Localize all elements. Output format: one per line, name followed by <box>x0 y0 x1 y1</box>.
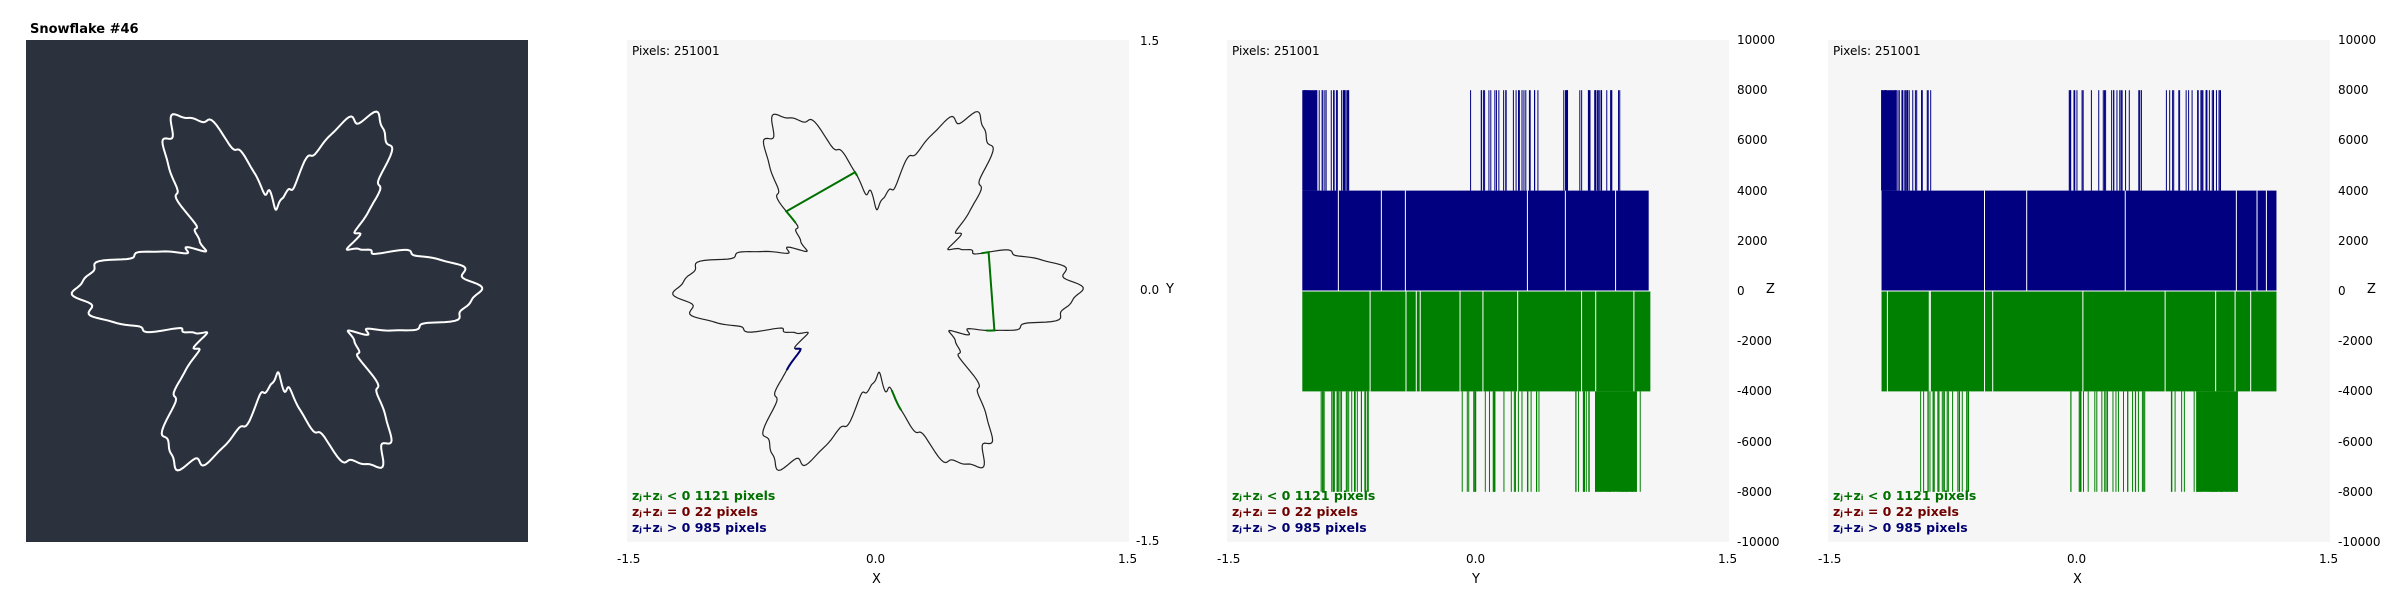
x-tick-max: 1.5 <box>1118 552 1138 566</box>
upper-spike-block <box>1881 90 1897 191</box>
legend-negative: zⱼ+zᵢ < 0 1121 pixels <box>1232 488 1376 503</box>
z-tick-label: 8000 <box>1737 83 1768 98</box>
y-tick-max: 1.5 <box>1140 34 1160 48</box>
pixels-count-label: Pixels: 251001 <box>1232 44 1320 58</box>
colored-arc-0 <box>981 250 996 332</box>
x-tick-min: -1.5 <box>1818 552 1842 566</box>
z-tick-label: 6000 <box>1737 133 1768 148</box>
z-tick-label: -2000 <box>1737 334 1772 349</box>
z-tick-label: 2000 <box>1737 233 1768 248</box>
z-tick-label: 4000 <box>1737 183 1768 198</box>
legend-zero: zⱼ+zᵢ = 0 22 pixels <box>1833 504 1959 519</box>
xy-plot <box>672 110 1084 472</box>
x-axis-label: Y <box>1472 572 1480 587</box>
z-tick-label: 0 <box>1737 284 1745 298</box>
snowflake-image <box>70 110 484 472</box>
z-axis-label: Z <box>2367 282 2376 297</box>
positive-band <box>1881 190 2277 291</box>
xz-plot-panel: Pixels: 251001 zⱼ+zᵢ < 0 1121 pixels zⱼ+… <box>1828 40 2330 542</box>
x-axis-label: X <box>872 572 881 587</box>
snowflake-image-panel <box>26 40 528 542</box>
legend-negative: zⱼ+zᵢ < 0 1121 pixels <box>632 488 776 503</box>
legend-positive: zⱼ+zᵢ > 0 985 pixels <box>1232 520 1367 535</box>
legend-zero: zⱼ+zᵢ = 0 22 pixels <box>1232 504 1358 519</box>
z-tick-label: 2000 <box>2338 233 2369 248</box>
z-tick-label: 0 <box>2338 284 2346 298</box>
legend-positive: zⱼ+zᵢ > 0 985 pixels <box>632 520 767 535</box>
colored-arc-4 <box>890 389 902 411</box>
z-tick-label: -8000 <box>1737 484 1772 499</box>
z-axis-label: Z <box>1766 282 1775 297</box>
z-tick-label: -10000 <box>2338 535 2381 549</box>
x-tick-mid: 0.0 <box>1466 552 1486 566</box>
yz-plot <box>1302 90 1651 492</box>
z-tick-label: -10000 <box>1737 535 1780 549</box>
y-tick-mid: 0.0 <box>1140 283 1160 297</box>
z-tick-label: 10000 <box>1737 33 1776 47</box>
colored-arc-3 <box>785 347 802 371</box>
x-tick-max: 1.5 <box>2319 552 2339 566</box>
x-tick-mid: 0.0 <box>866 552 886 566</box>
lower-spike-block <box>1595 391 1637 492</box>
figure-title: Snowflake #46 <box>30 22 139 37</box>
snowflake-outline-xy <box>672 110 1084 472</box>
z-tick-label: -8000 <box>2338 484 2373 499</box>
x-axis-label: X <box>2073 572 2082 587</box>
positive-band <box>1302 190 1649 291</box>
z-tick-label: -4000 <box>2338 384 2373 399</box>
z-tick-label: 10000 <box>2338 33 2377 47</box>
x-tick-mid: 0.0 <box>2067 552 2087 566</box>
xy-plot-panel: Pixels: 251001 zⱼ+zᵢ < 0 1121 pixels zⱼ+… <box>627 40 1129 542</box>
upper-spike-block <box>1302 90 1318 191</box>
x-tick-max: 1.5 <box>1718 552 1738 566</box>
negative-band <box>1302 291 1651 392</box>
pixels-count-label: Pixels: 251001 <box>632 44 720 58</box>
legend-negative: zⱼ+zᵢ < 0 1121 pixels <box>1833 488 1977 503</box>
z-tick-label: -6000 <box>2338 434 2373 449</box>
legend-positive: zⱼ+zᵢ > 0 985 pixels <box>1833 520 1968 535</box>
y-axis-label: Y <box>1166 282 1174 297</box>
z-tick-label: 4000 <box>2338 183 2369 198</box>
legend-zero: zⱼ+zᵢ = 0 22 pixels <box>632 504 758 519</box>
snowflake-outline <box>70 110 484 472</box>
lower-spike-block <box>2196 391 2238 492</box>
xz-plot <box>1881 90 2277 492</box>
negative-band <box>1881 291 2277 392</box>
z-tick-label: -4000 <box>1737 384 1772 399</box>
colored-arc-1 <box>784 170 858 224</box>
z-tick-label: 6000 <box>2338 133 2369 148</box>
z-tick-label: -6000 <box>1737 434 1772 449</box>
y-tick-min: -1.5 <box>1136 534 1160 548</box>
yz-plot-panel: Pixels: 251001 zⱼ+zᵢ < 0 1121 pixels zⱼ+… <box>1227 40 1729 542</box>
x-tick-min: -1.5 <box>617 552 641 566</box>
pixels-count-label: Pixels: 251001 <box>1833 44 1921 58</box>
z-tick-label: 8000 <box>2338 83 2369 98</box>
x-tick-min: -1.5 <box>1217 552 1241 566</box>
z-tick-label: -2000 <box>2338 334 2373 349</box>
